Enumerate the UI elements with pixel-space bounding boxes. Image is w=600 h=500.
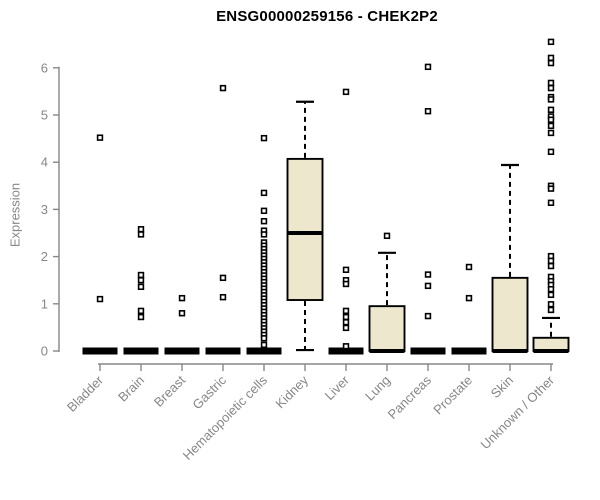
outlier-point-liver (342, 307, 350, 315)
x-tick-label-lung: Lung (362, 373, 393, 404)
box-kidney (286, 157, 324, 301)
outlier-point-unknown-other (547, 306, 555, 314)
outlier-point-hematopoietic-cells (260, 341, 268, 349)
outlier-point-brain (137, 271, 145, 279)
x-tick-label-brain: Brain (115, 373, 147, 405)
x-tick-label-gastric: Gastric (189, 372, 229, 412)
outlier-point-gastric (219, 84, 227, 92)
x-tick-label-pancreas: Pancreas (385, 372, 435, 422)
outlier-point-hematopoietic-cells (260, 218, 268, 225)
box-brain (123, 347, 159, 355)
outlier-point-gastric (219, 293, 227, 301)
x-tick-label-bladder: Bladder (64, 372, 107, 415)
outlier-point-unknown-other (547, 122, 555, 130)
outlier-point-pancreas (424, 63, 432, 71)
outlier-point-brain (137, 307, 145, 315)
box-bladder (82, 347, 118, 355)
outlier-point-pancreas (424, 271, 432, 278)
outlier-point-unknown-other (547, 199, 555, 206)
box-gastric (205, 347, 241, 355)
box-pancreas (410, 347, 446, 355)
outlier-point-gastric (219, 274, 227, 282)
outlier-point-unknown-other (547, 96, 555, 103)
outlier-point-brain (137, 276, 145, 284)
outlier-point-hematopoietic-cells (260, 207, 268, 215)
outlier-point-unknown-other (547, 301, 555, 308)
outlier-point-unknown-other (547, 59, 555, 67)
outlier-point-unknown-other (547, 129, 555, 137)
outlier-point-liver (342, 313, 350, 321)
outlier-point-unknown-other (547, 285, 555, 293)
outlier-point-unknown-other (547, 116, 555, 123)
outlier-point-liver (342, 88, 350, 96)
x-tick-label-prostate: Prostate (430, 373, 475, 418)
outlier-point-pancreas (424, 108, 432, 115)
y-tick-label-2: 2 (41, 249, 48, 264)
outlier-point-hematopoietic-cells (260, 335, 268, 342)
outlier-point-unknown-other (547, 291, 555, 299)
outlier-point-hematopoietic-cells (260, 189, 268, 197)
outlier-point-bladder (96, 134, 104, 141)
outlier-point-liver (342, 266, 350, 274)
box-liver (328, 347, 364, 355)
box-skin (491, 276, 529, 352)
x-tick-label-skin: Skin (488, 373, 516, 401)
outlier-point-pancreas (424, 312, 432, 320)
y-tick-label-5: 5 (41, 108, 48, 123)
y-tick-label-0: 0 (41, 344, 48, 359)
outlier-point-liver (342, 343, 350, 350)
outlier-point-unknown-other (547, 185, 555, 192)
y-tick-label-4: 4 (41, 155, 48, 170)
x-tick-label-liver: Liver (322, 372, 353, 403)
box-breast (164, 347, 200, 355)
outlier-point-pancreas (424, 282, 432, 290)
outlier-point-hematopoietic-cells (260, 231, 268, 238)
outlier-point-brain (137, 283, 145, 291)
outlier-point-brain (137, 313, 145, 321)
outlier-point-lung (383, 232, 391, 240)
outlier-point-unknown-other (547, 84, 555, 92)
x-tick-label-unknown-other: Unknown / Other (478, 372, 558, 452)
outlier-point-prostate (465, 263, 473, 271)
outlier-point-brain (137, 231, 145, 238)
outlier-point-unknown-other (547, 148, 555, 156)
outlier-point-hematopoietic-cells (260, 134, 268, 142)
outlier-point-unknown-other (547, 38, 555, 46)
box-lung (368, 305, 406, 352)
outlier-point-brain (137, 226, 145, 233)
y-tick-label-1: 1 (41, 296, 48, 311)
outlier-point-liver (342, 280, 350, 288)
x-tick-label-breast: Breast (151, 372, 188, 409)
x-tick-label-kidney: Kidney (272, 372, 311, 411)
outlier-point-bladder (96, 295, 104, 303)
box-hematopoietic-cells (246, 347, 282, 355)
outlier-point-unknown-other (547, 79, 555, 87)
outlier-point-liver (342, 324, 350, 332)
outlier-point-unknown-other (547, 106, 555, 114)
outlier-point-unknown-other (547, 54, 555, 62)
outlier-point-breast (178, 294, 186, 302)
outlier-point-liver (342, 319, 350, 326)
outlier-point-unknown-other (547, 262, 555, 270)
outlier-point-breast (178, 310, 186, 317)
y-tick-label-6: 6 (41, 60, 48, 75)
outlier-point-prostate (465, 294, 473, 302)
chart-title: ENSG00000259156 - CHEK2P2 (216, 8, 438, 25)
outlier-point-unknown-other (547, 257, 555, 265)
box-prostate (451, 347, 487, 355)
y-tick-label-3: 3 (41, 202, 48, 217)
